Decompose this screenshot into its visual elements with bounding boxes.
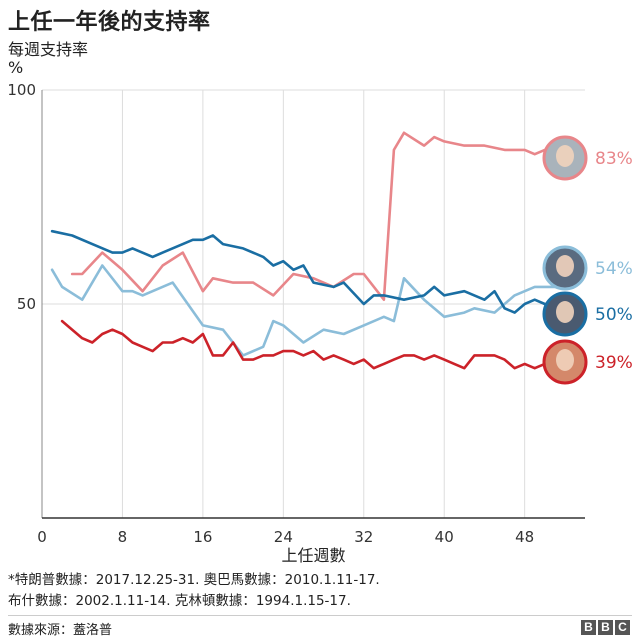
portrait-face (556, 301, 574, 323)
x-tick-label: 16 (193, 528, 212, 546)
x-tick-label: 48 (515, 528, 534, 546)
series-line (50, 264, 567, 357)
y-unit-label: % (8, 58, 24, 77)
portrait-face (556, 255, 574, 277)
bbc-logo-letter: B (598, 620, 613, 635)
x-tick-label: 8 (118, 528, 128, 546)
series-line (70, 131, 567, 301)
y-tick-label: 100 (7, 81, 36, 99)
source-text: 數據來源：蓋洛普 (8, 623, 113, 638)
x-tick-label: 32 (354, 528, 373, 546)
end-value-label: 83% (595, 149, 633, 169)
x-tick-label: 40 (435, 528, 454, 546)
end-value-label: 54% (595, 259, 633, 279)
footnotes: *特朗普數據：2017.12.25-31. 奧巴馬數據：2010.1.11-17… (8, 570, 380, 612)
series-line (50, 229, 567, 314)
end-value-label: 39% (595, 353, 633, 373)
chart-title: 上任一年後的支持率 (8, 10, 211, 35)
footnote-line-1: *特朗普數據：2017.12.25-31. 奧巴馬數據：2010.1.11-17… (8, 572, 380, 588)
end-value-label: 50% (595, 305, 633, 325)
bbc-logo: B B C (581, 620, 630, 635)
footer-divider (8, 615, 632, 616)
x-axis-title: 上任週數 (281, 546, 345, 565)
bbc-logo-letter: B (581, 620, 596, 635)
portrait-face (556, 145, 574, 167)
y-tick-label: 50 (17, 295, 36, 313)
x-tick-label: 24 (274, 528, 293, 546)
bbc-logo-letter: C (615, 620, 630, 635)
x-tick-label: 0 (37, 528, 47, 546)
footnote-line-2: 布什數據：2002.1.11-14. 克林頓數據：1994.1.15-17. (8, 593, 351, 609)
portrait-face (556, 349, 574, 371)
series-line (60, 319, 567, 370)
chart-subtitle: 每週支持率 (8, 40, 89, 59)
